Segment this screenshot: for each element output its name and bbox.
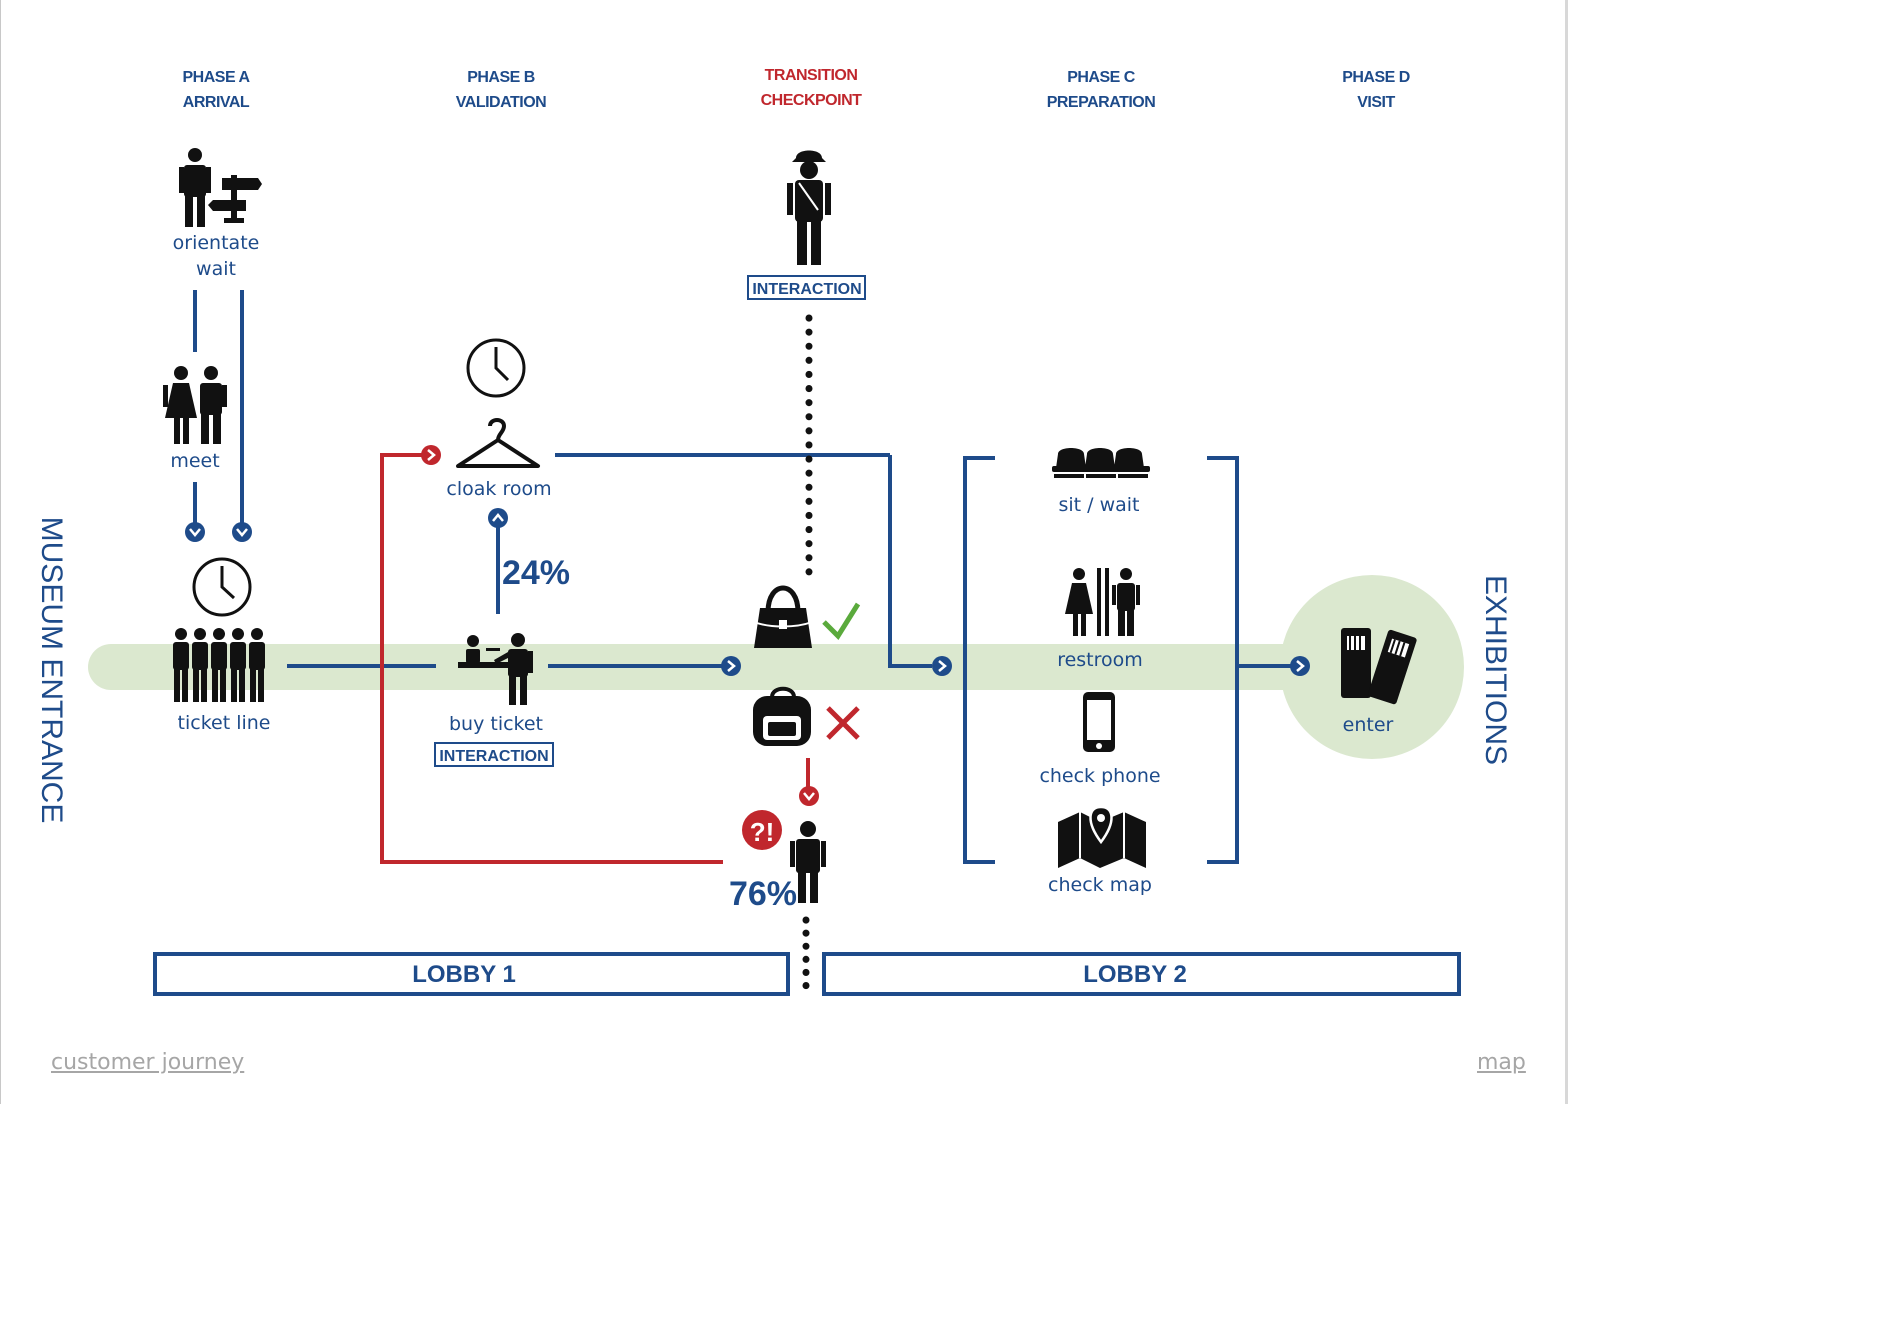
check-map-label: check map [1048,874,1152,896]
person-icon [790,821,826,903]
meet-label: meet [170,450,219,472]
enter-label: enter [1343,714,1394,736]
guard-interaction-badge [747,275,866,300]
phase-c-subtitle: PREPARATION [1047,94,1156,111]
hanger-icon [456,418,540,468]
chevron-right-icon [1290,656,1310,676]
transition-subtitle: CHECKPOINT [761,92,863,109]
phone-icon [1083,692,1115,752]
alert-text: ?! [750,817,775,847]
lobby-2-zone [822,952,1461,996]
redirect-to-cloak-path [380,453,723,864]
alert-icon: ?! [742,810,782,850]
clock-icon [192,557,252,617]
chevron-up-icon [488,508,508,528]
check-phone-label: check phone [1039,765,1160,787]
checkmark-icon [822,602,861,640]
restroom-icon [1065,568,1140,636]
cross-icon [826,706,860,740]
redirect-percentage: 76% [729,875,797,913]
map-link[interactable]: map [1477,1050,1526,1075]
handbag-icon [753,585,813,648]
chevron-down-icon [232,522,252,542]
exhibitions-label: EXHIBITIONS [1479,575,1512,765]
clock-icon [466,338,526,398]
phase-d-title: PHASE D [1342,69,1410,86]
journey-diagram: .ph { font-family: "Liberation Sans", sa… [35,67,1512,1000]
lobby-1-zone [153,952,790,996]
desk-interaction-badge [434,742,554,767]
phase-c-title: PHASE C [1067,69,1136,86]
prep-bracket-right [1207,456,1239,864]
customer-journey-link[interactable]: customer journey [51,1050,245,1075]
orientate-label: orientate [173,232,260,254]
buy-ticket-label: buy ticket [449,713,543,735]
guard-icon [787,150,831,265]
restroom-label: restroom [1057,649,1143,671]
museum-entrance-label: MUSEUM ENTRANCE [35,517,68,824]
person-signpost-icon [179,148,262,227]
phase-a-subtitle: ARRIVAL [183,94,250,111]
cloak-percentage: 24% [502,554,570,592]
page-frame-right [1565,0,1568,1104]
cloak-to-prep-drop [888,455,932,668]
chevron-right-icon [721,656,741,676]
chevron-down-icon [185,522,205,542]
guard-interaction-label: INTERACTION [752,281,861,298]
map-icon [1058,805,1146,868]
sit-wait-label: sit / wait [1058,494,1139,516]
queue-people-icon [173,628,265,702]
phase-b-subtitle: VALIDATION [456,94,546,111]
chevron-right-icon [421,445,441,465]
phase-d-subtitle: VISIT [1357,94,1395,111]
desk-interaction-label: INTERACTION [439,748,548,765]
cloak-room-label: cloak room [446,478,551,500]
seats-icon [1052,448,1150,478]
couple-icon [163,366,227,444]
prep-bracket-left [963,456,995,864]
tickets-icon [1341,628,1417,705]
transition-title: TRANSITION [765,67,858,84]
chevron-right-icon [932,656,952,676]
ticket-desk-icon [458,633,533,705]
ticket-line-label: ticket line [178,712,271,734]
wait-label: wait [196,258,236,280]
chevron-down-icon [799,786,819,806]
phase-b-title: PHASE B [467,69,535,86]
backpack-icon [753,686,811,746]
lobby-1-label: LOBBY 1 [412,961,516,988]
exhibition-enter-zone [1280,575,1464,759]
phase-a-title: PHASE A [182,69,250,86]
lobby-2-label: LOBBY 2 [1083,961,1187,988]
page-frame-left [0,0,1,1104]
